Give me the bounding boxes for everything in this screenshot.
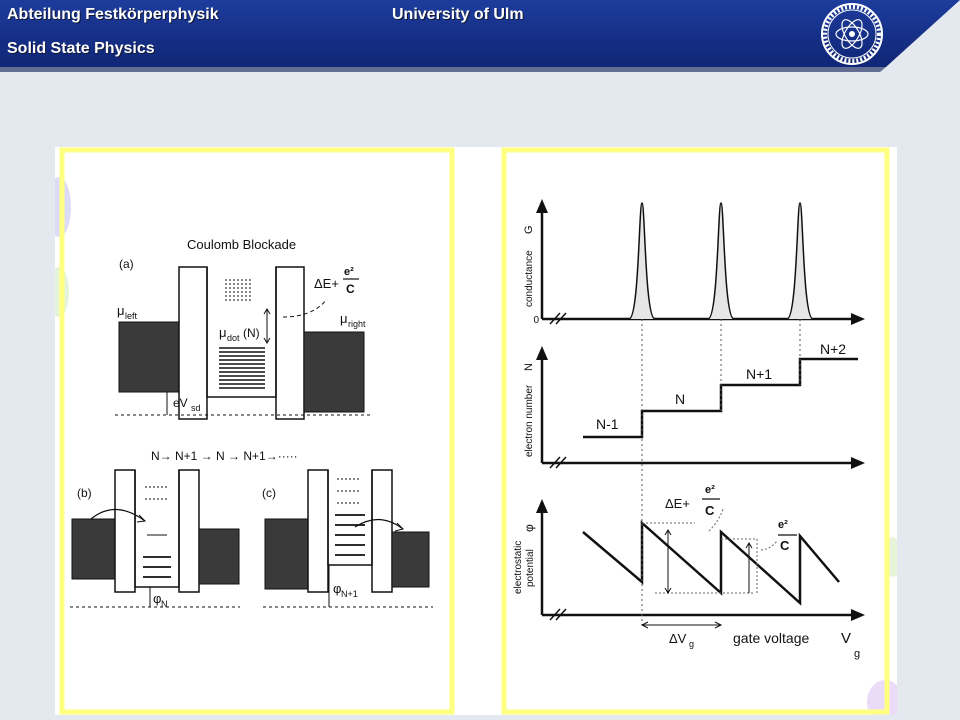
header-bar — [0, 0, 960, 72]
delta-e-label-b: ΔE+ — [665, 496, 690, 511]
right-barrier — [275, 266, 305, 420]
gate-voltage-symbol: V — [841, 630, 851, 647]
delta-vg-sub: g — [689, 639, 694, 649]
phi-label-b: φ — [153, 591, 161, 606]
panel-b: (b) φ N — [70, 469, 240, 609]
conductance-peak-2 — [707, 202, 735, 320]
panel-c: (c) φ N+1 — [262, 469, 433, 608]
c-label-c: C — [780, 538, 790, 553]
department-name: Abteilung Festkörperphysik — [7, 6, 219, 23]
left-reservoir — [118, 321, 180, 393]
electron-number-axis-symbol: N — [523, 363, 535, 371]
step-label-3: N+1 — [746, 366, 772, 382]
potential-axis-symbol: φ — [522, 524, 536, 532]
delta-e-label-a: ΔE+ — [314, 276, 339, 291]
step-label-4: N+2 — [820, 341, 846, 357]
left-panel-frame — [59, 147, 455, 715]
mu-left-sub: left — [125, 311, 138, 321]
filled-dot-levels — [219, 347, 265, 389]
mu-dot-sub: dot — [227, 333, 240, 343]
coulomb-blockade-title: Coulomb Blockade — [187, 237, 296, 252]
phi-sub-b: N — [161, 599, 168, 609]
electron-number-plot: electron number N N-1 N N+1 N+2 — [523, 341, 865, 469]
coulomb-blockade-figure: Coulomb Blockade (a) μ left μ right — [55, 147, 897, 715]
ev-label: eV — [173, 396, 188, 410]
electron-number-axis-label: electron number — [524, 384, 535, 457]
label-a: (a) — [119, 257, 134, 271]
slide-header: Abteilung Festkörperphysik University of… — [0, 0, 960, 72]
right-reservoir — [303, 331, 365, 413]
c-label-b: C — [705, 503, 715, 518]
mu-dot-arg: (N) — [243, 326, 260, 340]
header-subtitle: Solid State Physics — [7, 40, 155, 57]
potential-axis-label-1: electrostatic — [513, 541, 524, 594]
mu-right-sub: right — [348, 319, 366, 329]
potential-plot: electrostatic potential φ ΔE+ e² C e² C — [513, 484, 865, 621]
tunneling-sequence: N→ N+1 → N → N+1→····· — [151, 449, 298, 463]
potential-axis-label-2: potential — [525, 549, 536, 587]
e2-label-a: e² — [344, 266, 354, 278]
gate-voltage-label: gate voltage — [733, 630, 809, 646]
empty-dot-levels — [225, 279, 253, 301]
step-label-1: N-1 — [596, 416, 619, 432]
step-label-2: N — [675, 391, 685, 407]
conductance-peak-1 — [628, 202, 656, 320]
conductance-zero: 0 — [533, 315, 539, 326]
conductance-axis-label: conductance — [524, 250, 535, 307]
label-c: (c) — [262, 486, 276, 500]
delta-vg-label: ΔV — [669, 631, 687, 646]
conductance-peak-3 — [786, 202, 814, 320]
gate-voltage-sub: g — [854, 648, 860, 660]
potential-sawtooth — [582, 520, 840, 606]
university-name: University of Ulm — [392, 6, 524, 23]
conductance-plot: 0 conductance G — [523, 199, 865, 326]
university-seal-icon — [821, 3, 883, 65]
mu-dot-label: μ — [219, 325, 227, 340]
mu-right-label: μ — [340, 311, 348, 326]
e2-label-b: e² — [705, 484, 715, 496]
mu-left-label: μ — [117, 303, 125, 318]
electron-staircase — [583, 357, 858, 439]
c-label-a: C — [346, 282, 355, 296]
peak-guide-lines — [641, 319, 801, 625]
phi-sub-c: N+1 — [341, 589, 358, 599]
phi-label-c: φ — [333, 581, 341, 596]
e2-label-c: e² — [778, 519, 788, 531]
panel-a: Coulomb Blockade (a) μ left μ right — [115, 237, 373, 420]
conductance-axis-symbol: G — [523, 225, 535, 234]
label-b: (b) — [77, 486, 92, 500]
right-panel-frame — [501, 147, 890, 715]
left-barrier — [178, 266, 208, 420]
ev-sub: sd — [191, 403, 201, 413]
